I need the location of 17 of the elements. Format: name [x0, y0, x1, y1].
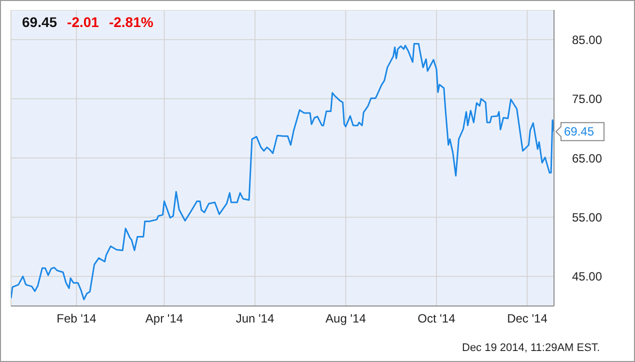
y-tick-label: 85.00: [572, 32, 602, 47]
y-tick-label: 65.00: [572, 151, 602, 166]
annotation: -2.81%: [108, 14, 154, 30]
y-tick-label: 75.00: [572, 92, 602, 106]
y-tick-label: 45.00: [572, 270, 602, 284]
x-tick-label: Oct '14: [418, 312, 456, 326]
y-tick-label: 55.00: [572, 210, 602, 224]
line-series: [11, 42, 554, 300]
x-tick-label: Feb '14: [56, 312, 97, 326]
annotation: -2.01: [67, 14, 99, 30]
x-tick-label: Dec '14: [507, 312, 548, 326]
chart-title: 69.45: [22, 14, 58, 30]
x-tick-label: Jun '14: [236, 312, 274, 326]
text: Dec 19 2014, 11:29AM EST.: [461, 342, 600, 354]
x-tick-label: Aug '14: [326, 312, 366, 326]
annotation: 69.45: [564, 124, 594, 139]
x-tick-label: Apr '14: [145, 312, 184, 326]
